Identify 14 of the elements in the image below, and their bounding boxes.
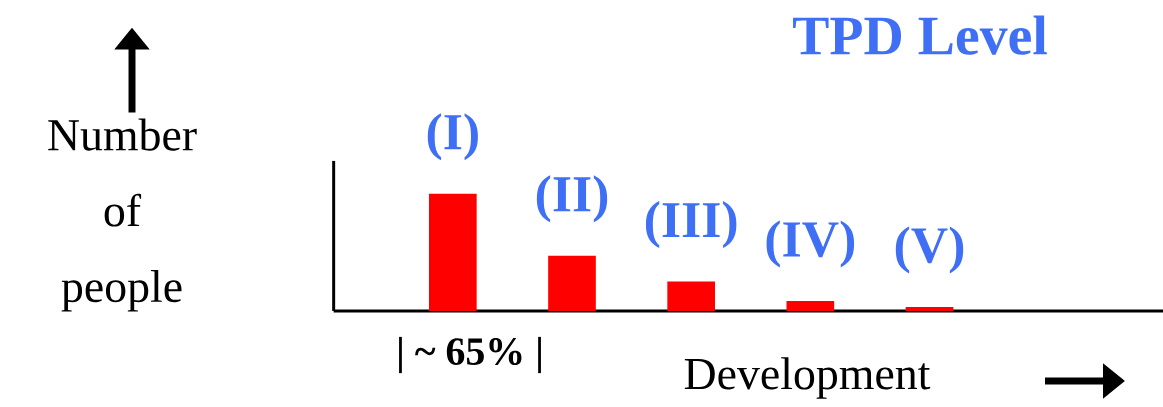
chart-title: TPD Level [793,15,1047,55]
bar [905,306,954,311]
bar [667,281,715,311]
bar [429,193,477,311]
x-tick-label: (IV) [766,220,855,268]
text: | ~ 65% | [399,336,541,374]
x-axis-title: Development [684,357,931,399]
x-tick-label: (II) [536,175,608,223]
bar [548,255,596,311]
x-tick-label: (I) [427,113,478,161]
x-tick-label: (III) [645,201,737,249]
x-tick-label: (V) [895,226,964,274]
bar [786,300,835,311]
y-axis-title: Number of people [48,118,197,312]
